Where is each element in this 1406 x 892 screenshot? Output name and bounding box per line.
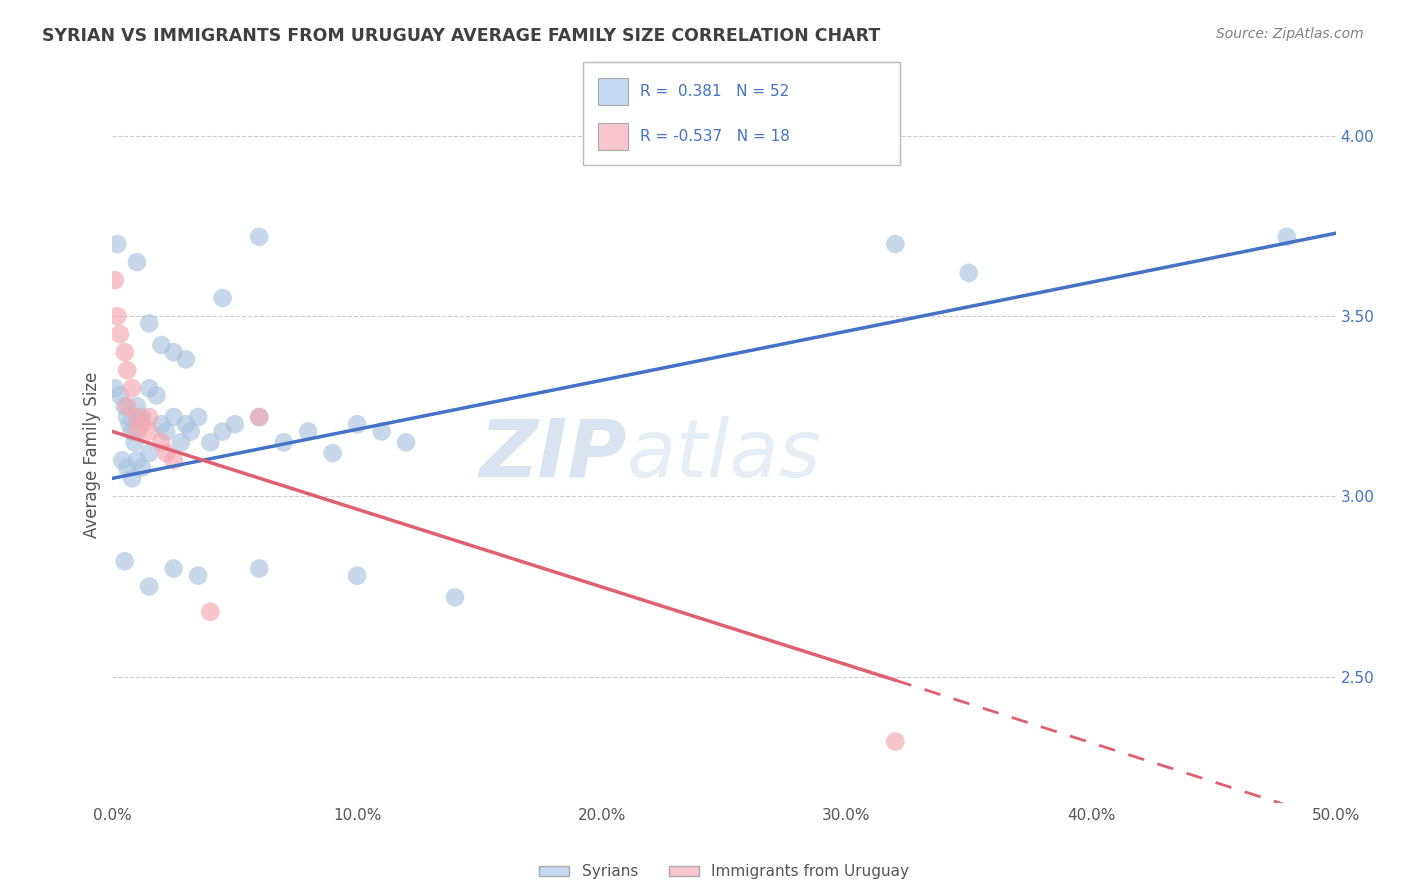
Point <box>322 446 344 460</box>
Text: Source: ZipAtlas.com: Source: ZipAtlas.com <box>1216 27 1364 41</box>
Point <box>111 453 134 467</box>
Point <box>200 435 222 450</box>
Point <box>115 410 138 425</box>
Point <box>121 381 143 395</box>
Point <box>444 591 467 605</box>
Point <box>247 410 270 425</box>
Point <box>297 425 319 439</box>
Point <box>247 229 270 244</box>
Point <box>155 425 177 439</box>
Point <box>884 734 907 748</box>
Point <box>125 255 148 269</box>
Point <box>163 410 186 425</box>
Point <box>180 425 202 439</box>
Point <box>131 417 153 432</box>
Point <box>108 327 131 342</box>
Point <box>121 471 143 485</box>
Point <box>163 345 186 359</box>
Point <box>163 453 186 467</box>
Point <box>145 388 167 402</box>
Point <box>105 237 128 252</box>
Point <box>346 568 368 582</box>
Point <box>115 460 138 475</box>
Point <box>138 446 160 460</box>
Point <box>150 435 173 450</box>
Point <box>138 425 160 439</box>
Point <box>150 338 173 352</box>
Point <box>370 425 392 439</box>
Point <box>884 237 907 252</box>
Point <box>150 417 173 432</box>
Text: R = -0.537   N = 18: R = -0.537 N = 18 <box>640 128 790 144</box>
Point <box>170 435 193 450</box>
Point <box>114 345 136 359</box>
Text: SYRIAN VS IMMIGRANTS FROM URUGUAY AVERAGE FAMILY SIZE CORRELATION CHART: SYRIAN VS IMMIGRANTS FROM URUGUAY AVERAG… <box>42 27 880 45</box>
Point <box>174 417 197 432</box>
Point <box>247 561 270 575</box>
Point <box>174 352 197 367</box>
Point <box>138 410 160 425</box>
Point <box>1275 229 1298 244</box>
Point <box>224 417 246 432</box>
Point <box>105 309 128 323</box>
Point <box>395 435 418 450</box>
Point <box>138 580 160 594</box>
Point <box>211 291 233 305</box>
Point <box>131 410 153 425</box>
Point <box>163 561 186 575</box>
Point <box>131 460 153 475</box>
Point <box>247 410 270 425</box>
Point <box>125 453 148 467</box>
Point <box>138 316 160 330</box>
Point <box>187 410 209 425</box>
Point <box>125 399 148 413</box>
Text: ZIP: ZIP <box>479 416 626 494</box>
Y-axis label: Average Family Size: Average Family Size <box>83 372 101 538</box>
Point <box>155 446 177 460</box>
Point <box>104 273 127 287</box>
Point <box>108 388 131 402</box>
Text: atlas: atlas <box>626 416 821 494</box>
Point <box>114 399 136 413</box>
Point <box>125 410 148 425</box>
Text: R =  0.381   N = 52: R = 0.381 N = 52 <box>640 84 789 99</box>
Point <box>957 266 980 280</box>
Point <box>211 425 233 439</box>
Legend: Syrians, Immigrants from Uruguay: Syrians, Immigrants from Uruguay <box>533 858 915 886</box>
Point <box>138 381 160 395</box>
Point <box>200 605 222 619</box>
Point <box>125 425 148 439</box>
Point <box>346 417 368 432</box>
Point <box>115 363 138 377</box>
Point <box>115 399 138 413</box>
Point <box>114 554 136 568</box>
Point <box>104 381 127 395</box>
Point <box>273 435 295 450</box>
Point <box>124 435 146 450</box>
Point <box>118 417 141 432</box>
Point <box>187 568 209 582</box>
Point <box>121 425 143 439</box>
